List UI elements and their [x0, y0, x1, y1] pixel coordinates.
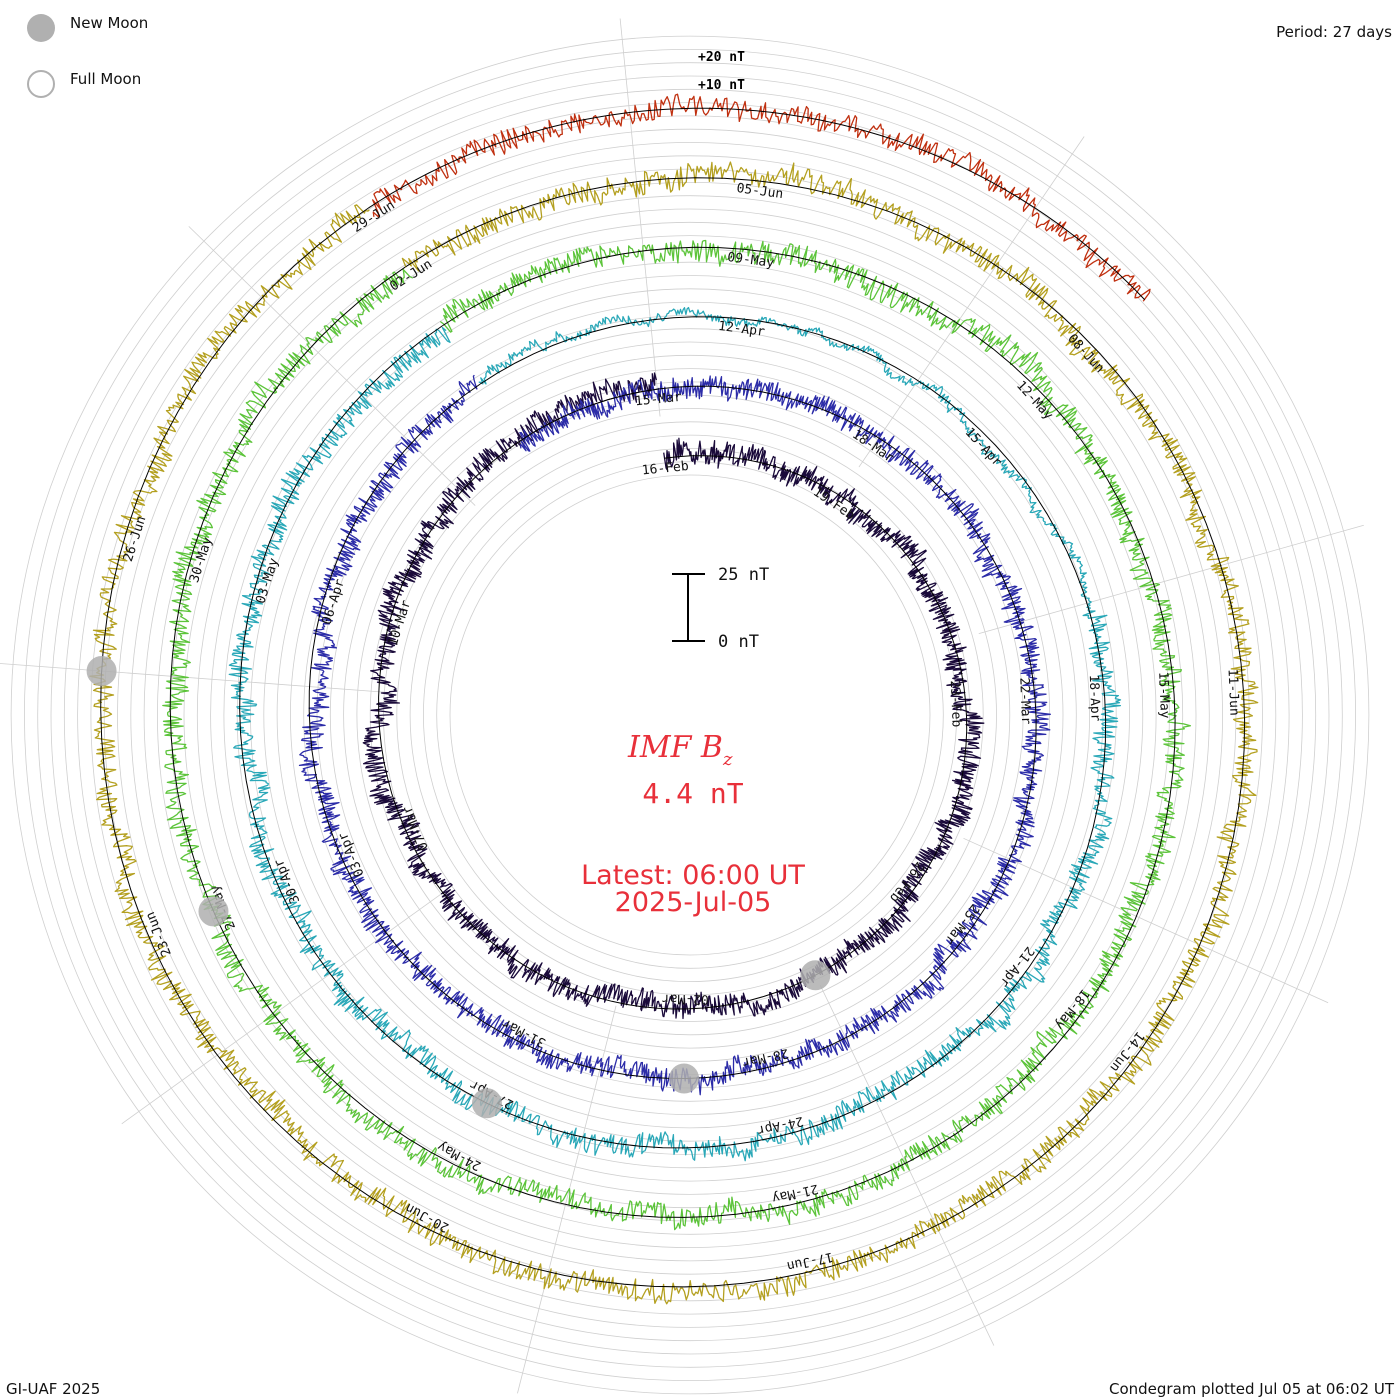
grid-spoke	[188, 226, 476, 506]
baseline-spiral	[378, 388, 968, 1010]
footer-plotted: Condegram plotted Jul 05 at 06:02 UT	[1108, 1380, 1394, 1398]
grid-spoke	[858, 136, 1085, 468]
series-line	[89, 161, 1259, 1305]
date-label: 18-Apr	[1086, 674, 1103, 722]
series-line	[228, 306, 1122, 1162]
grid-spoke	[121, 889, 447, 1125]
grid-ring	[63, 88, 1317, 1342]
scale-bottom-label: 0 nT	[718, 632, 759, 652]
grid-ring	[117, 142, 1263, 1288]
grid-ring	[383, 408, 997, 1022]
grid-ring	[10, 35, 1370, 1395]
grid-ring	[289, 314, 1091, 1116]
new-moon-marker	[471, 1088, 502, 1119]
latest-time: Latest: 06:00 UT	[581, 860, 805, 891]
grid-ring	[157, 182, 1223, 1248]
grid-ring	[77, 102, 1303, 1328]
grid-ring	[37, 62, 1343, 1368]
new-moon-label: New Moon	[70, 14, 149, 32]
grid-ring	[303, 328, 1077, 1102]
series-line	[362, 372, 985, 1020]
date-label: 02-Mar	[662, 991, 709, 1007]
new-moon-marker	[198, 896, 229, 927]
date-label: 15-May	[1155, 671, 1172, 719]
new-moon-icon	[27, 14, 55, 42]
grid-ring	[223, 248, 1157, 1182]
date-label: 10-Mar	[386, 598, 415, 647]
date-label: 24-Apr	[755, 1113, 804, 1138]
baseline-spiral	[169, 246, 1176, 1218]
date-label: 15-Mar	[634, 390, 682, 410]
scale-bar: 25 nT 0 nT	[672, 565, 769, 652]
grid-ring	[449, 474, 931, 956]
grid-ring	[356, 381, 1024, 1049]
date-label: 22-Mar	[1016, 677, 1033, 725]
date-label: 11-Jun	[1225, 669, 1242, 717]
baseline-spiral	[368, 107, 1146, 301]
ring-label-10: +10 nT	[698, 78, 745, 93]
date-label: 06-Apr	[320, 577, 349, 626]
grid-spoke	[978, 524, 1364, 635]
grid-spoke	[517, 1005, 617, 1394]
date-label: 28-Mar	[741, 1045, 790, 1070]
new-moon-marker	[669, 1063, 700, 1094]
moon-markers	[86, 656, 831, 1119]
center-title-sub: z	[722, 749, 733, 770]
date-label: 23-Feb	[947, 680, 964, 728]
grid-ring	[343, 368, 1037, 1062]
center-title: IMF Bz	[627, 730, 733, 770]
baseline-spiral	[308, 383, 1037, 1080]
grid-ring	[50, 75, 1330, 1355]
center-title-main: IMF B	[627, 730, 723, 765]
grid-ring	[196, 221, 1184, 1209]
date-label: 09-May	[726, 250, 775, 271]
grid-ring	[236, 261, 1144, 1169]
grid-ring	[422, 447, 958, 983]
grid-ring	[24, 49, 1356, 1381]
latest-date: 2025-Jul-05	[615, 887, 772, 918]
new-moon-marker	[800, 960, 831, 991]
date-label: 05-Jun	[736, 181, 785, 202]
grid-ring	[103, 128, 1277, 1302]
series-line	[162, 239, 1192, 1231]
center-value: 4.4 nT	[642, 777, 743, 810]
baseline-spiral	[100, 177, 1246, 1288]
scale-top-label: 25 nT	[718, 565, 769, 585]
date-label: 16-Feb	[641, 459, 689, 479]
grid-ring	[436, 461, 944, 969]
footer-credit: GI-UAF 2025	[6, 1380, 101, 1398]
grid-spoke	[963, 837, 1329, 1004]
grid-ring	[183, 208, 1197, 1222]
period-label: Period: 27 days	[1276, 23, 1392, 41]
date-label: 21-May	[770, 1181, 819, 1206]
grid-ring	[130, 155, 1250, 1275]
full-moon-label: Full Moon	[70, 70, 142, 88]
grid-ring	[369, 394, 1011, 1036]
grid-spoke	[619, 18, 661, 417]
series-line	[372, 93, 1151, 302]
ring-label-20: +20 nT	[698, 50, 745, 65]
series-line	[298, 374, 1051, 1096]
grid-ring	[90, 115, 1290, 1315]
grid-ring	[143, 168, 1237, 1262]
full-moon-icon	[27, 70, 55, 98]
new-moon-marker	[86, 656, 117, 687]
date-label: 12-Apr	[717, 319, 766, 340]
grid-ring	[263, 288, 1117, 1142]
baseline-spiral	[239, 316, 1107, 1149]
center-text: IMF Bz 4.4 nT Latest: 06:00 UT 2025-Jul-…	[581, 730, 805, 918]
series-group	[89, 93, 1259, 1305]
